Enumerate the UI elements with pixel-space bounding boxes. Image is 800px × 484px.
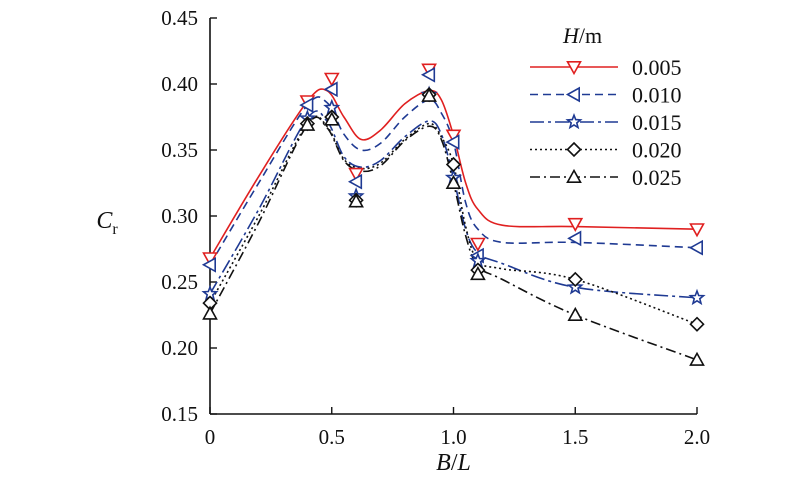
series-line-0.010	[209, 96, 698, 266]
x-tick-label: 1.0	[440, 425, 466, 449]
legend-marker-0.015	[565, 112, 583, 130]
data-point-0.020-7	[567, 271, 583, 288]
series-markers	[201, 63, 706, 366]
y-tick-label: 0.40	[161, 72, 198, 96]
legend-label-0.010: 0.010	[632, 83, 682, 108]
data-point-0.010-2	[323, 81, 338, 98]
data-point-0.025-6	[470, 265, 486, 281]
data-point-0.025-3	[348, 193, 364, 208]
data-point-0.025-5	[445, 174, 462, 189]
data-point-0.005-8	[689, 223, 705, 238]
ticks: 0.15 0.20 0.25 0.30 0.35 0.40 0.45 0 0.5 1.0 1.5 2.…	[161, 6, 710, 449]
data-point-0.010-5	[445, 134, 460, 150]
y-tick-label: 0.30	[161, 204, 198, 228]
data-point-0.010-8	[688, 239, 704, 256]
data-point-0.005-2	[323, 72, 340, 87]
legend-marker-0.025	[566, 168, 582, 183]
legend-label-0.025: 0.025	[632, 165, 682, 190]
legend-label-0.015: 0.015	[632, 110, 682, 135]
y-tick-label: 0.25	[161, 270, 198, 294]
x-tick-label: 1.5	[562, 425, 588, 449]
axis-labels: B/L Cr	[96, 208, 471, 476]
data-point-0.010-7	[567, 230, 582, 247]
y-tick-label: 0.20	[161, 336, 198, 360]
data-point-0.025-2	[323, 111, 340, 126]
data-point-0.010-3	[347, 173, 363, 190]
data-point-0.010-4	[420, 66, 436, 83]
data-point-0.025-7	[567, 306, 584, 322]
legend-label-0.005: 0.005	[632, 55, 682, 80]
legend-title: H/m	[562, 23, 602, 48]
data-point-0.020-5	[445, 156, 462, 173]
data-point-0.025-1	[299, 116, 316, 131]
data-point-0.005-3	[348, 167, 364, 182]
data-point-0.020-8	[689, 316, 705, 332]
data-point-0.025-8	[689, 351, 705, 366]
x-tick-label: 0.5	[319, 425, 345, 449]
data-point-0.010-0	[201, 256, 216, 273]
legend-marker-0.005	[566, 60, 582, 76]
y-axis-label: Cr	[96, 208, 118, 238]
data-point-0.010-1	[299, 97, 314, 113]
x-tick-label: 2.0	[684, 425, 710, 449]
y-tick-label: 0.35	[161, 138, 198, 162]
data-point-0.015-8	[688, 288, 706, 306]
x-tick-label: 0	[205, 425, 216, 449]
series-line-0.005	[209, 88, 698, 259]
data-point-0.025-0	[202, 305, 218, 320]
x-axis-label: B/L	[436, 450, 471, 476]
data-point-0.005-6	[470, 237, 486, 252]
data-point-0.005-7	[567, 217, 584, 233]
legend-marker-0.020	[566, 141, 582, 158]
y-tick-label: 0.15	[161, 402, 198, 426]
legend-label-0.020: 0.020	[632, 138, 682, 163]
data-point-0.025-4	[421, 87, 437, 102]
series-line-0.025	[209, 116, 698, 361]
legend-marker-0.010	[565, 86, 581, 103]
y-tick-label: 0.45	[161, 6, 198, 30]
axes	[209, 18, 697, 415]
